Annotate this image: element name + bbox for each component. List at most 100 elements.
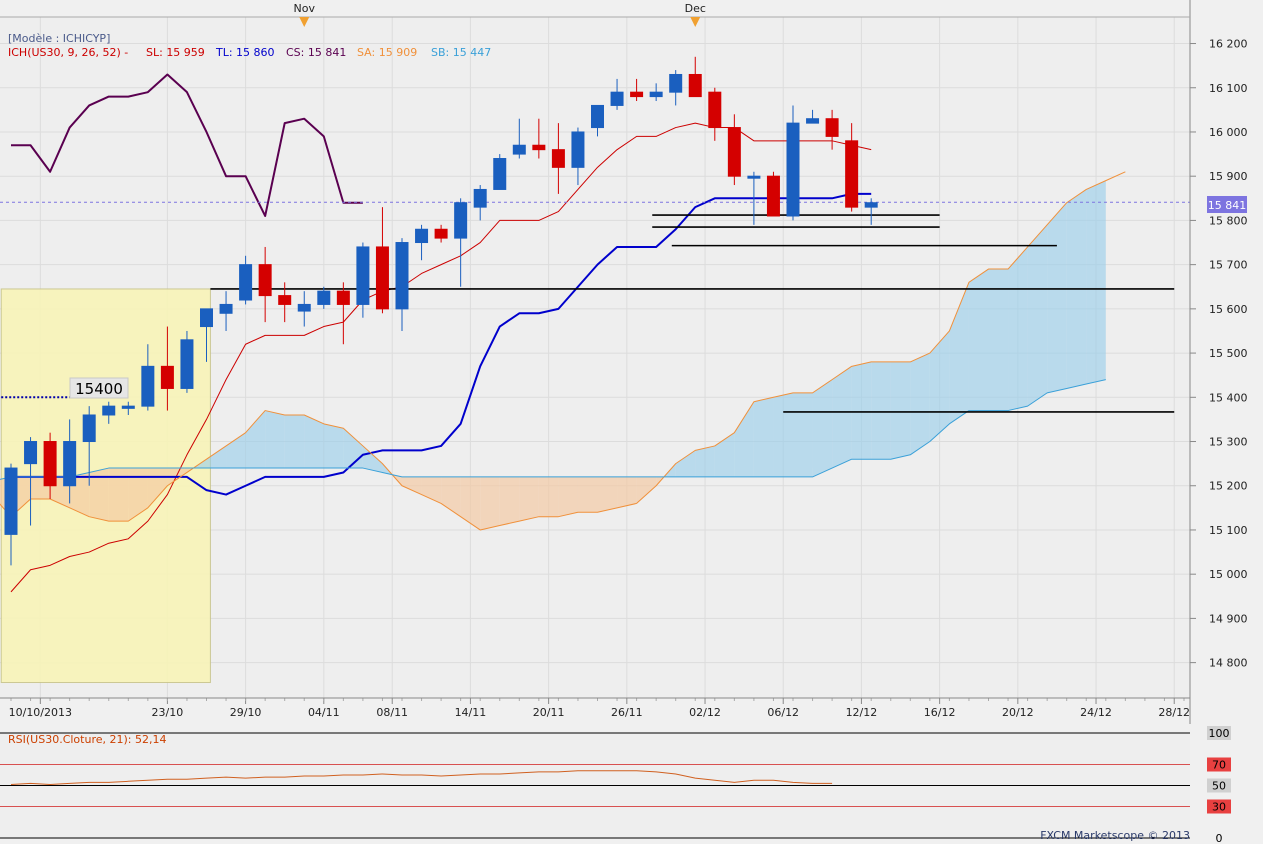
- candle-bullish: [102, 405, 116, 416]
- cloud-segment: [538, 476, 559, 517]
- cloud-segment: [519, 476, 539, 522]
- current-price-label: 15 841: [1208, 199, 1247, 212]
- rsi-panel: 100 70 50 30 0 RSI(US30.Cloture, 21): 52,14: [0, 726, 1231, 844]
- x-tick-label: 12/12: [846, 706, 878, 719]
- cloud-segment: [577, 476, 598, 513]
- x-tick-label: 04/11: [308, 706, 340, 719]
- cloud-segment: [812, 379, 833, 477]
- cloud-segment: [832, 366, 852, 469]
- candle-bullish: [806, 118, 820, 124]
- candle-bearish: [532, 144, 546, 151]
- candle-bearish: [278, 295, 292, 305]
- month-label: Dec: [685, 2, 706, 15]
- cloud-segment: [734, 401, 754, 477]
- y-tick-label: 15 200: [1209, 480, 1248, 493]
- cloud-segment: [265, 410, 285, 469]
- candle-bullish: [121, 405, 135, 409]
- cloud-segment: [929, 330, 950, 442]
- legend-cs: CS: 15 841: [286, 46, 346, 59]
- cloud-segment: [871, 361, 891, 460]
- candle-bullish: [219, 303, 233, 314]
- cloud-segment: [910, 353, 930, 455]
- candle-bearish: [688, 73, 702, 98]
- candle-bearish: [630, 91, 644, 98]
- cloud-segment: [988, 269, 1009, 411]
- y-tick-label: 15 800: [1209, 214, 1248, 227]
- y-tick-label: 14 900: [1209, 612, 1248, 625]
- legend-sa: SA: 15 909: [357, 46, 417, 59]
- ichimoku-cloud: [0, 180, 1106, 530]
- candle-bullish: [669, 73, 683, 93]
- cloud-segment: [89, 468, 109, 522]
- cloud-segment: [890, 361, 911, 460]
- cloud-segment: [753, 397, 774, 477]
- rsi-level-tag: [1207, 778, 1231, 793]
- candle-bearish: [766, 175, 780, 217]
- candle-bullish: [395, 242, 409, 310]
- candle-bullish: [63, 441, 77, 487]
- legend-sl: SL: 15 959: [146, 46, 205, 59]
- candle-bearish: [375, 246, 389, 310]
- y-tick-label: 15 900: [1209, 170, 1248, 183]
- candle-bullish: [415, 228, 429, 244]
- candle-bullish: [591, 104, 604, 129]
- line-cs: [11, 73, 363, 217]
- candle-bearish: [43, 441, 57, 487]
- y-tick-label: 15 400: [1209, 391, 1248, 404]
- x-tick-label: 28/12: [1158, 706, 1190, 719]
- rsi-level-label: 30: [1212, 801, 1226, 814]
- x-tick-label: 24/12: [1080, 706, 1112, 719]
- candle-bearish: [258, 264, 272, 297]
- candles: [4, 56, 878, 566]
- x-tick-label: 02/12: [689, 706, 721, 719]
- candle-bullish: [747, 175, 761, 179]
- y-tick-label: 15 300: [1209, 436, 1248, 449]
- annotation-label: 15400: [75, 380, 123, 398]
- cloud-segment: [1047, 202, 1067, 393]
- current-price-tag: [1207, 196, 1247, 213]
- candle-bearish: [727, 127, 741, 177]
- cloud-segment: [441, 476, 461, 517]
- month-markers: Nov Dec: [294, 2, 706, 27]
- y-tick-label: 15 000: [1209, 568, 1248, 581]
- annotation-box: [69, 377, 129, 399]
- cloud-segment: [304, 414, 324, 469]
- cloud-segment: [147, 468, 168, 508]
- rsi-level-label: 100: [1209, 727, 1230, 740]
- candle-bullish: [24, 441, 38, 465]
- candle-bullish: [493, 158, 507, 190]
- legend-tl: TL: 15 860: [215, 46, 275, 59]
- cloud-segment: [206, 445, 227, 469]
- cloud-segment: [480, 476, 500, 530]
- indicator-legend: ICH(US30, 9, 26, 52) - SL: 15 959 TL: 15…: [8, 46, 491, 59]
- rsi-line: [10, 770, 833, 785]
- candle-bullish: [786, 122, 800, 217]
- cloud-segment: [773, 392, 793, 477]
- y-tick-label: 16 200: [1209, 38, 1248, 51]
- candle-bullish: [317, 290, 331, 305]
- candle-bullish: [239, 264, 253, 301]
- candle-bullish: [356, 246, 370, 305]
- candle-bullish: [200, 308, 213, 328]
- candle-bearish: [160, 365, 174, 389]
- x-tick-label: 23/10: [152, 706, 184, 719]
- cloud-segment: [284, 414, 305, 469]
- candle-bearish: [434, 228, 448, 239]
- x-tick-label: 14/11: [455, 706, 487, 719]
- candle-bullish: [82, 414, 96, 443]
- candle-bullish: [4, 467, 18, 535]
- line-sl: [10, 122, 872, 593]
- candle-bullish: [454, 202, 468, 239]
- candle-bearish: [336, 290, 350, 305]
- candle-bullish: [610, 91, 624, 106]
- model-label: [Modèle : ICHICYP]: [8, 32, 110, 45]
- candle-bearish: [825, 118, 839, 137]
- cloud-segment: [675, 450, 696, 477]
- x-tick-label: 16/12: [924, 706, 956, 719]
- y-tick-label: 16 100: [1209, 82, 1248, 95]
- cloud-segment: [558, 476, 578, 517]
- cloud-segment: [597, 476, 618, 513]
- axes: 14 800 14 900 15 000 15 100 15 200 15 300 15 4…: [0, 0, 1248, 724]
- y-tick-label: 14 800: [1209, 657, 1248, 670]
